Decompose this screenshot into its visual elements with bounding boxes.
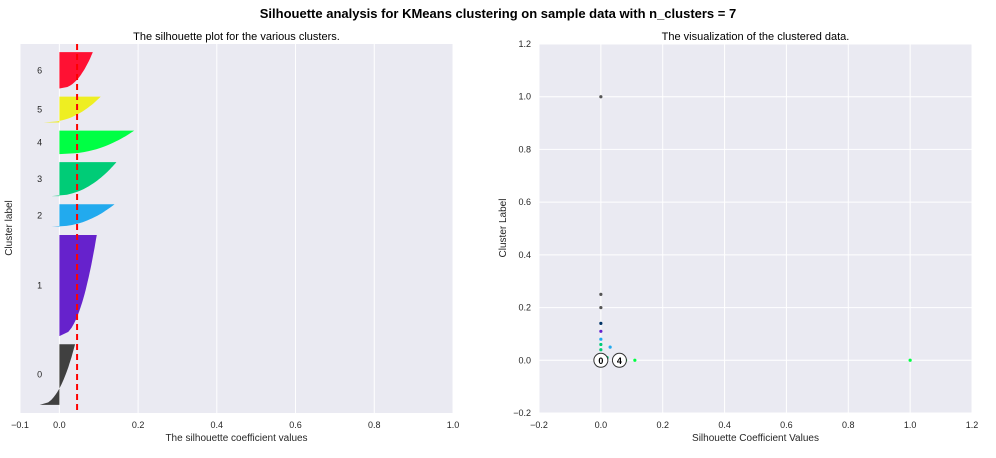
silhouette-cluster-label: 5: [37, 105, 42, 115]
silhouette-cluster-0: [39, 344, 76, 405]
silhouette-cluster-5: [43, 96, 101, 123]
clustered-data-plot-title: The visualization of the clustered data.: [662, 31, 850, 43]
silhouette-plot: 0 1 2 3 4 5 6 −0.1 0.0 0.2 0.4 0.6 0.8 1.0 The silho…: [4, 31, 459, 444]
scatter-point: [599, 292, 603, 296]
scatter-ytick-label: 0.0: [518, 355, 531, 365]
scatter-xtick-label: 0.8: [842, 420, 855, 430]
scatter-point: [599, 348, 603, 352]
silhouette-cluster-3: [51, 162, 117, 197]
scatter-ytick-label: 0.2: [518, 303, 531, 313]
scatter-point: [599, 321, 603, 325]
scatter-xtick-label: 0.6: [780, 420, 793, 430]
scatter-point: [599, 305, 603, 310]
scatter-point: [633, 358, 637, 362]
silhouette-xtick-label: 0.8: [368, 420, 381, 430]
scatter-xtick-label: 0.2: [656, 420, 669, 430]
silhouette-xtick-label: 0.4: [211, 420, 224, 430]
silhouette-cluster-4: [59, 130, 135, 155]
silhouette-cluster-6: [59, 52, 93, 89]
figure-suptitle: Silhouette analysis for KMeans clusterin…: [260, 6, 736, 21]
silhouette-cluster-1: [59, 235, 97, 337]
silhouette-plot-xlabel: The silhouette coefficient values: [165, 433, 307, 444]
scatter-ytick-label: −0.2: [513, 408, 531, 418]
cluster-center-label: 0: [598, 356, 603, 366]
silhouette-plot-background: [20, 44, 453, 413]
silhouette-plot-marks: 0 1 2 3 4 5 6: [37, 44, 135, 413]
silhouette-xtick-label: 0.2: [132, 420, 145, 430]
scatter-ytick-label: 1.0: [518, 92, 531, 102]
scatter-xtick-label: −0.2: [530, 420, 548, 430]
scatter-ytick-label: 0.8: [518, 144, 531, 154]
scatter-point: [599, 342, 603, 347]
silhouette-xtick-label: 1.0: [447, 420, 460, 430]
scatter-ytick-label: 0.6: [518, 197, 531, 207]
cluster-center-marker: [611, 352, 627, 368]
silhouette-plot-grid: [19, 44, 454, 413]
scatter-point: [599, 95, 603, 99]
clustered-data-plot-ticks: −0.2 −0.2 0.0 0.0 0.2 0.2 0.4 0.4 0.6 0.6 0.8 0.8 1.…: [513, 39, 978, 430]
silhouette-cluster-label: 6: [37, 65, 42, 75]
scatter-point: [599, 329, 603, 333]
clustered-data-plot-grid: [538, 43, 973, 414]
cluster-center-marker: [593, 352, 609, 368]
scatter-ytick-label: 0.4: [518, 250, 531, 260]
scatter-xtick-label: 0.4: [718, 420, 731, 430]
scatter-point: [599, 337, 603, 341]
clustered-data-plot-ylabel: Cluster Label: [498, 199, 509, 258]
silhouette-xtick-label: 0.0: [53, 420, 66, 430]
scatter-xtick-label: 0.0: [595, 420, 608, 430]
silhouette-cluster-2: [51, 204, 115, 227]
silhouette-plot-title: The silhouette plot for the various clus…: [133, 31, 340, 43]
silhouette-xtick-label: 0.6: [289, 420, 302, 430]
cluster-center-label: 4: [617, 356, 622, 366]
silhouette-cluster-label: 2: [37, 211, 42, 221]
silhouette-cluster-label: 3: [37, 174, 42, 184]
clustered-data-plot-background: [539, 44, 972, 413]
scatter-point: [608, 345, 612, 349]
scatter-xtick-label: 1.0: [904, 420, 917, 430]
silhouette-cluster-label: 4: [37, 137, 42, 147]
scatter-xtick-label: 1.2: [966, 420, 979, 430]
silhouette-cluster-label: 0: [37, 370, 42, 380]
silhouette-plot-ticks: −0.1 0.0 0.2 0.4 0.6 0.8 1.0: [11, 420, 459, 430]
silhouette-xtick-label: −0.1: [11, 420, 29, 430]
clustered-data-plot-xlabel: Silhouette Coefficient Values: [692, 433, 819, 444]
silhouette-plot-ylabel: Cluster label: [4, 200, 15, 256]
silhouette-cluster-label: 1: [37, 281, 42, 291]
scatter-ytick-label: 1.2: [518, 39, 531, 49]
scatter-point: [908, 358, 912, 362]
